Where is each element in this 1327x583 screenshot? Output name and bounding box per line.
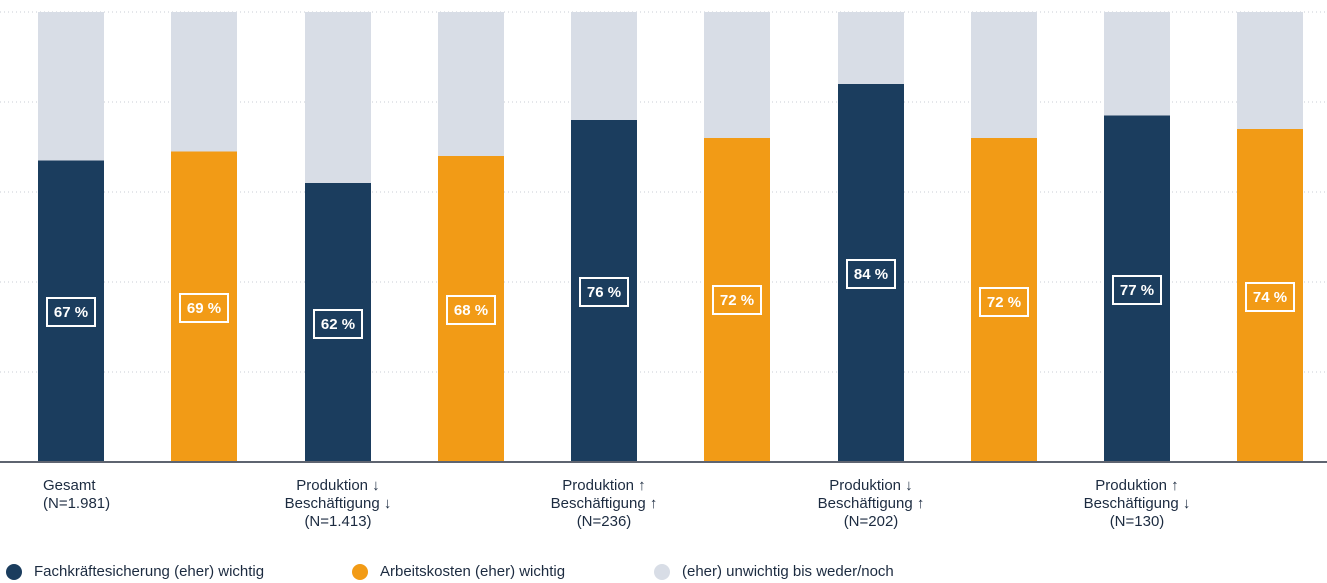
bar-arbeitskosten-2-label-text: 72 %	[720, 292, 754, 309]
bar-fachkraefte-3	[838, 84, 904, 462]
bar-arbeitskosten-4-label-text: 74 %	[1253, 289, 1287, 306]
bar-fachkraefte-1-label: 62 %	[313, 309, 363, 339]
category-label-0-line-0: Gesamt	[43, 477, 96, 494]
bar-fachkraefte-0-label-box	[46, 297, 96, 327]
bar-arbeitskosten-0-label: 69 %	[179, 293, 229, 323]
bar-arbeitskosten-0	[171, 151, 237, 462]
bars	[38, 12, 1303, 462]
legend-item-fachkraefte: Fachkräftesicherung (eher) wichtig	[6, 563, 352, 580]
bar-fachkraefte-1	[305, 183, 371, 462]
bar-arbeitskosten-1-label: 68 %	[446, 295, 496, 325]
category-label-3: Produktion ↓ Beschäftigung ↑ (N=202)	[818, 477, 925, 530]
bar-fachkraefte-2-label-text: 76 %	[587, 284, 621, 301]
bar-arbeitskosten-2-label: 72 %	[712, 285, 762, 315]
category-label-0: Gesamt (N=1.981)	[43, 477, 110, 512]
bar-arbeitskosten-1	[438, 156, 504, 462]
bar-fachkraefte-3-label-text: 84 %	[854, 266, 888, 283]
bar-fachkraefte-1-label-box	[313, 309, 363, 339]
legend-label-rest: (eher) unwichtig bis weder/noch	[682, 563, 894, 580]
category-label-0-line-1: (N=1.981)	[43, 495, 110, 512]
category-label-1-line-1: Beschäftigung ↓	[285, 495, 392, 512]
bar-fachkraefte-2-label-box	[579, 277, 629, 307]
bar-fachkraefte-1-label-text: 62 %	[321, 316, 355, 333]
value-labels: 67 % 69 % 62 % 68 % 76 % 72 % 84 % 72 % 77 % 74 %	[46, 259, 1295, 339]
category-label-4-line-1: Beschäftigung ↓	[1084, 495, 1191, 512]
bar-arbeitskosten-1-label-text: 68 %	[454, 302, 488, 319]
bar-fachkraefte-3-label-box	[846, 259, 896, 289]
legend-dot-fachkraefte	[6, 563, 22, 580]
bar-arbeitskosten-4-label: 74 %	[1245, 282, 1295, 312]
category-label-3-line-0: Produktion ↓	[829, 477, 912, 494]
bar-fachkraefte-4	[1104, 115, 1170, 462]
legend-label-arbeitskosten: Arbeitskosten (eher) wichtig	[380, 563, 566, 580]
bar-fachkraefte-0-label-text: 67 %	[54, 304, 88, 321]
category-labels: Gesamt (N=1.981)Produktion ↓ Beschäftigung…	[43, 477, 1190, 530]
bar-fachkraefte-0	[38, 160, 104, 462]
category-label-2: Produktion ↑ Beschäftigung ↑ (N=236)	[551, 477, 658, 530]
legend-item-arbeitskosten: Arbeitskosten (eher) wichtig	[352, 563, 654, 580]
category-label-4-line-2: (N=130)	[1110, 513, 1165, 530]
bar-fachkraefte-2-label: 76 %	[579, 277, 629, 307]
bar-arbeitskosten-3-label-box	[979, 287, 1029, 317]
bar-arbeitskosten-4	[1237, 129, 1303, 462]
legend: Fachkräftesicherung (eher) wichtig Arbei…	[6, 563, 894, 580]
legend-dot-rest	[654, 563, 670, 580]
bar-arbeitskosten-2-label-box	[712, 285, 762, 315]
category-label-1-line-2: (N=1.413)	[304, 513, 371, 530]
category-label-2-line-2: (N=236)	[577, 513, 632, 530]
bar-fachkraefte-4-label-box	[1112, 275, 1162, 305]
category-label-3-line-1: Beschäftigung ↑	[818, 495, 925, 512]
bar-arbeitskosten-3-label: 72 %	[979, 287, 1029, 317]
bar-arbeitskosten-4-label-box	[1245, 282, 1295, 312]
bar-fachkraefte-4-label-text: 77 %	[1120, 282, 1154, 299]
bar-fachkraefte-2	[571, 120, 637, 462]
bar-arbeitskosten-0-label-box	[179, 293, 229, 323]
bar-arbeitskosten-3	[971, 138, 1037, 462]
bar-arbeitskosten-2	[704, 138, 770, 462]
category-label-2-line-0: Produktion ↑	[562, 477, 645, 494]
bar-arbeitskosten-0-label-text: 69 %	[187, 300, 221, 317]
category-label-1-line-0: Produktion ↓	[296, 477, 379, 494]
bar-fachkraefte-4-label: 77 %	[1112, 275, 1162, 305]
category-label-1: Produktion ↓ Beschäftigung ↓ (N=1.413)	[285, 477, 392, 530]
category-label-2-line-1: Beschäftigung ↑	[551, 495, 658, 512]
bar-arbeitskosten-3-label-text: 72 %	[987, 294, 1021, 311]
legend-dot-arbeitskosten	[352, 563, 368, 580]
bar-fachkraefte-0-label: 67 %	[46, 297, 96, 327]
category-label-4: Produktion ↑ Beschäftigung ↓ (N=130)	[1084, 477, 1191, 530]
category-label-3-line-2: (N=202)	[844, 513, 899, 530]
category-label-4-line-0: Produktion ↑	[1095, 477, 1178, 494]
legend-item-rest: (eher) unwichtig bis weder/noch	[654, 563, 894, 580]
bar-fachkraefte-3-label: 84 %	[846, 259, 896, 289]
bar-arbeitskosten-1-label-box	[446, 295, 496, 325]
legend-label-fachkraefte: Fachkräftesicherung (eher) wichtig	[34, 563, 265, 580]
